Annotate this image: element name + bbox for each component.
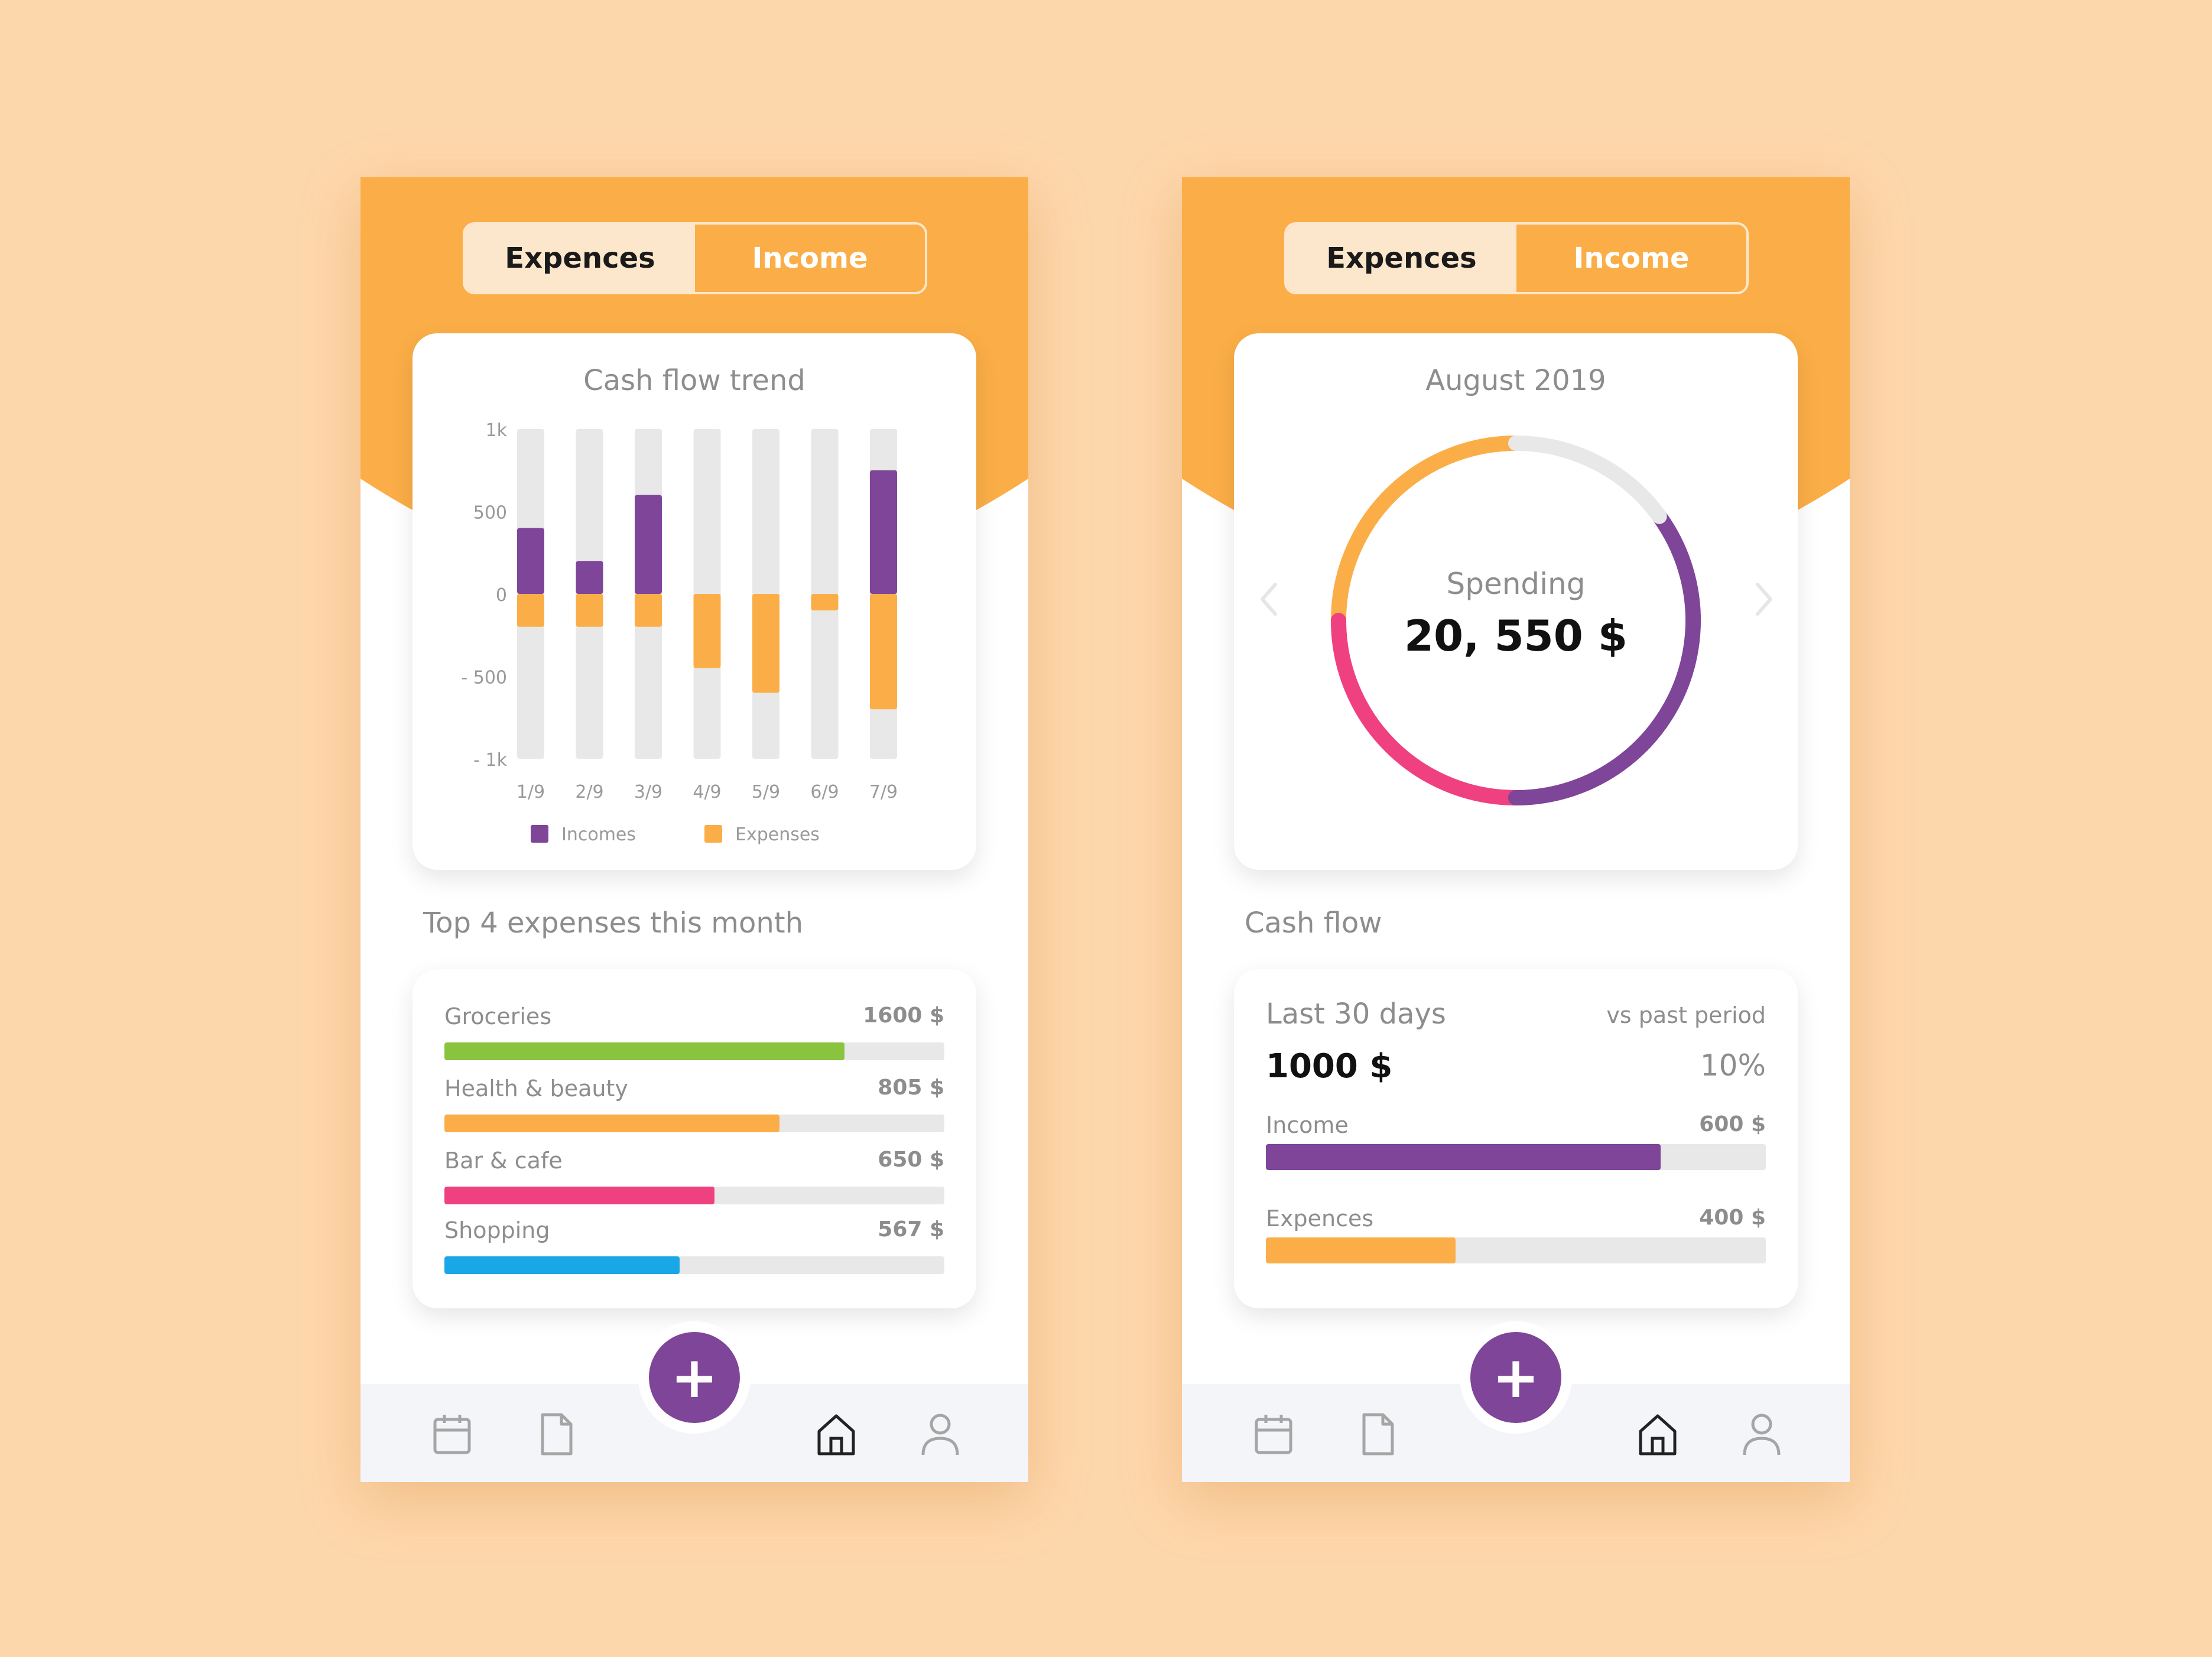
cash-flow-card: Last 30 days vs past period 1000 $ 10% I… bbox=[1234, 969, 1798, 1308]
expense-value: 805 $ bbox=[878, 1076, 944, 1100]
expense-label: Bar & cafe bbox=[444, 1148, 563, 1174]
user-icon[interactable] bbox=[1741, 1412, 1782, 1456]
calendar-icon[interactable] bbox=[431, 1412, 473, 1456]
cash-flow-total: 1000 $ bbox=[1266, 1047, 1393, 1086]
tab-switcher: Expences Income bbox=[1284, 222, 1749, 294]
expense-progress-fill bbox=[444, 1042, 844, 1060]
bar-expenses bbox=[517, 594, 544, 627]
user-icon[interactable] bbox=[920, 1412, 961, 1456]
x-tick-label: 7/9 bbox=[869, 782, 898, 802]
y-tick-label: 500 bbox=[473, 503, 507, 524]
tab-expences[interactable]: Expences bbox=[1287, 225, 1516, 292]
tab-income[interactable]: Income bbox=[695, 225, 925, 292]
cash-flow-row-label: Income bbox=[1266, 1112, 1349, 1138]
expense-value: 650 $ bbox=[878, 1148, 944, 1172]
cash-flow-progress-fill bbox=[1266, 1237, 1456, 1263]
add-transaction-button[interactable]: + bbox=[1470, 1332, 1561, 1423]
expense-progress-track bbox=[444, 1187, 944, 1204]
x-tick-label: 5/9 bbox=[752, 782, 780, 802]
cash-flow-row-value: 400 $ bbox=[1699, 1206, 1766, 1230]
expense-progress-track bbox=[444, 1256, 944, 1274]
y-tick-label: - 500 bbox=[461, 668, 507, 688]
cash-flow-chart-card: Cash flow trend 1k 500 0 - 500 - 1k 1/9 2/9 3/9… bbox=[412, 333, 976, 870]
bar-incomes bbox=[517, 528, 544, 594]
x-tick-label: 3/9 bbox=[634, 782, 662, 802]
section-title-top-expenses: Top 4 expenses this month bbox=[423, 907, 804, 940]
section-title-cash-flow: Cash flow bbox=[1245, 907, 1382, 940]
donut-title: August 2019 bbox=[1425, 364, 1606, 397]
bar-expenses bbox=[576, 594, 603, 627]
tab-income[interactable]: Income bbox=[1516, 225, 1746, 292]
expense-label: Health & beauty bbox=[444, 1076, 628, 1102]
cash-flow-progress-track bbox=[1266, 1237, 1766, 1263]
y-tick-label: 0 bbox=[496, 585, 507, 606]
bar-expenses bbox=[811, 594, 839, 610]
expense-progress-fill bbox=[444, 1256, 680, 1274]
legend-swatch bbox=[531, 825, 548, 843]
calendar-icon[interactable] bbox=[1253, 1412, 1294, 1456]
comparison-label: vs past period bbox=[1606, 1002, 1766, 1028]
chevron-left-icon[interactable] bbox=[1252, 573, 1287, 626]
y-tick-label: 1k bbox=[486, 420, 508, 441]
spending-donut-card: August 2019 Spending 20, 550 $ bbox=[1234, 333, 1798, 870]
x-tick-label: 6/9 bbox=[810, 782, 839, 802]
phone-screen-income: Expences Income August 2019 Spending 20,… bbox=[1182, 177, 1850, 1482]
expense-label: Groceries bbox=[444, 1003, 552, 1029]
add-transaction-button[interactable]: + bbox=[649, 1332, 740, 1423]
donut-center-label: Spending bbox=[1446, 567, 1586, 601]
expense-progress-track bbox=[444, 1042, 944, 1060]
expense-value: 1600 $ bbox=[863, 1003, 944, 1028]
tab-switcher: Expences Income bbox=[463, 222, 927, 294]
chevron-right-icon[interactable] bbox=[1746, 573, 1781, 626]
cash-flow-row-value: 600 $ bbox=[1699, 1112, 1766, 1136]
expense-label: Shopping bbox=[444, 1217, 550, 1243]
cash-flow-progress-track bbox=[1266, 1144, 1766, 1170]
cash-flow-bar-chart: 1k 500 0 - 500 - 1k 1/9 2/9 3/9 4/9 5/9 6/9 7/9 Inco… bbox=[461, 420, 898, 845]
y-tick-label: - 1k bbox=[473, 750, 507, 771]
home-icon[interactable] bbox=[816, 1412, 857, 1456]
x-tick-label: 4/9 bbox=[693, 782, 721, 802]
period-label[interactable]: Last 30 days bbox=[1266, 998, 1446, 1031]
x-tick-label: 1/9 bbox=[517, 782, 545, 802]
cash-flow-change-percent: 10% bbox=[1700, 1048, 1766, 1083]
bar-expenses bbox=[635, 594, 662, 627]
donut-center-value: 20, 550 $ bbox=[1404, 611, 1628, 661]
bar-expenses bbox=[870, 594, 897, 710]
chart-title: Cash flow trend bbox=[583, 364, 805, 397]
document-icon[interactable] bbox=[535, 1412, 577, 1456]
donut-segment bbox=[1331, 436, 1701, 805]
legend-label: Incomes bbox=[561, 824, 636, 845]
home-icon[interactable] bbox=[1637, 1412, 1678, 1456]
expense-progress-track bbox=[444, 1115, 944, 1132]
expense-progress-fill bbox=[444, 1187, 714, 1204]
bar-incomes bbox=[635, 495, 662, 594]
bar-expenses bbox=[693, 594, 721, 668]
legend-label: Expenses bbox=[735, 824, 820, 845]
expense-progress-fill bbox=[444, 1115, 779, 1132]
top-expenses-card: Groceries 1600 $ Health & beauty 805 $ B… bbox=[412, 969, 976, 1308]
bar-incomes bbox=[576, 561, 603, 594]
phone-screen-expenses: Expences Income Cash flow trend 1k 500 0 - … bbox=[360, 177, 1028, 1482]
cash-flow-progress-fill bbox=[1266, 1144, 1661, 1170]
document-icon[interactable] bbox=[1357, 1412, 1398, 1456]
cash-flow-row-label: Expences bbox=[1266, 1206, 1374, 1232]
tab-expences[interactable]: Expences bbox=[465, 225, 695, 292]
legend-swatch bbox=[704, 825, 722, 843]
x-tick-label: 2/9 bbox=[575, 782, 603, 802]
bar-incomes bbox=[870, 470, 897, 594]
expense-value: 567 $ bbox=[878, 1217, 944, 1242]
bar-expenses bbox=[752, 594, 779, 693]
spending-donut-chart bbox=[1331, 436, 1701, 805]
